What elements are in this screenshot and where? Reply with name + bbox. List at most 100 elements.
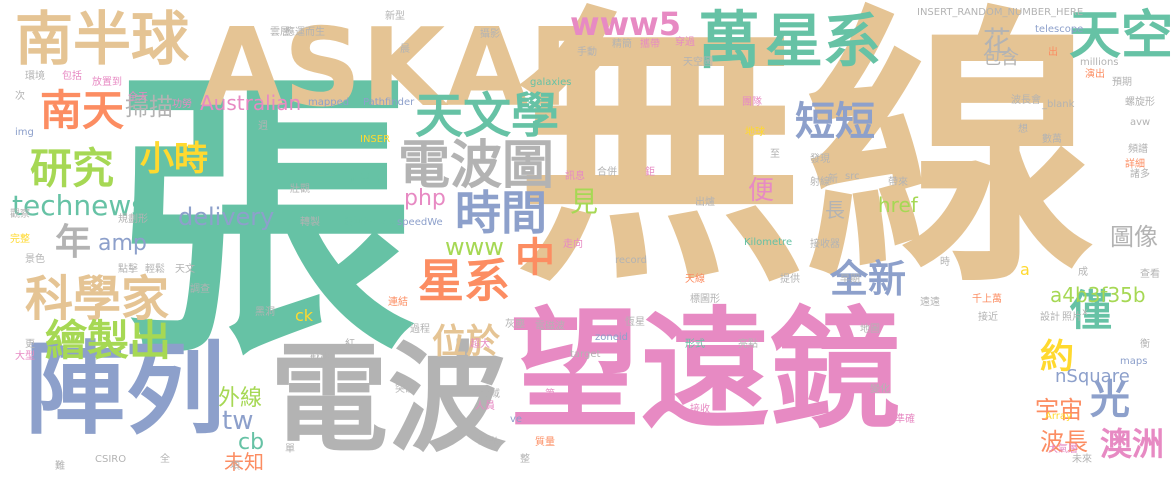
cloud-word: 位於 xyxy=(432,322,500,362)
cloud-word: 長 xyxy=(825,198,845,222)
cloud-word: 波長 xyxy=(1040,428,1088,456)
cloud-word: 亮點 xyxy=(738,339,758,350)
cloud-word: 帶來 xyxy=(888,177,908,188)
cloud-word: 出爐 xyxy=(695,197,715,208)
cloud-word: 標圖形 xyxy=(690,294,720,305)
cloud-word: 戳題 xyxy=(310,351,330,362)
cloud-word: 包含 xyxy=(983,48,1019,69)
cloud-word: target xyxy=(570,349,601,360)
cloud-word: 全天 xyxy=(128,92,148,103)
cloud-word: 項 xyxy=(230,461,240,472)
cloud-word: 小時 xyxy=(140,139,208,179)
cloud-word: 波長會 xyxy=(1011,95,1041,106)
cloud-word: 規劃形 xyxy=(118,214,148,225)
cloud-word: 第一 xyxy=(545,389,565,400)
cloud-word: 精簡 xyxy=(612,39,632,50)
cloud-word: 科學家 xyxy=(25,271,170,327)
cloud-word: 接收 xyxy=(690,404,710,415)
cloud-word: 攜帶 xyxy=(640,39,660,50)
cloud-word: record xyxy=(615,255,647,266)
cloud-word: 光 xyxy=(1090,377,1130,423)
cloud-word: 灰塵 xyxy=(505,319,525,330)
cloud-word: x xyxy=(1082,307,1088,318)
cloud-word: 放置到 xyxy=(92,77,122,88)
cloud-word: img xyxy=(15,127,34,138)
cloud-word: 紅 xyxy=(345,339,355,350)
cloud-word: 繪製出 xyxy=(45,316,172,365)
cloud-word: 數萬 xyxy=(1042,134,1062,145)
cloud-word: 研製出 xyxy=(350,174,380,185)
cloud-word: 完整 xyxy=(10,234,30,245)
cloud-word: 地圖 xyxy=(860,324,880,335)
cloud-word: 觀察 xyxy=(10,209,30,220)
cloud-word: CSIRO xyxy=(95,454,127,465)
cloud-word: www5 xyxy=(570,5,681,43)
cloud-word: 照片 xyxy=(1062,312,1082,323)
cloud-word: technews xyxy=(12,189,146,222)
cloud-word: 出 xyxy=(1048,47,1058,58)
cloud-word: 星系 xyxy=(418,254,510,308)
cloud-word: src xyxy=(845,171,860,182)
cloud-word: 陣列 xyxy=(25,331,225,448)
cloud-word: 南天 xyxy=(40,86,125,135)
cloud-word: 時間 xyxy=(455,186,547,240)
cloud-word: 中 xyxy=(515,235,555,281)
cloud-word: php xyxy=(404,186,446,211)
cloud-word: telescope xyxy=(1035,24,1084,35)
cloud-word: 包括 xyxy=(62,71,82,82)
cloud-word: 演出 xyxy=(1085,69,1105,80)
cloud-word: 壯觀 xyxy=(290,184,310,195)
cloud-word: 更 xyxy=(25,339,35,350)
cloud-word: 訊息 xyxy=(565,171,585,182)
cloud-word: 螺旋形 xyxy=(1125,97,1155,108)
cloud-word: 手動 xyxy=(577,47,597,58)
cloud-word: 穿過 xyxy=(675,37,695,48)
cloud-word: Australian xyxy=(200,91,302,115)
cloud-word: 僅 xyxy=(1070,286,1113,335)
cloud-word: 便 xyxy=(748,176,775,206)
cloud-word: 早期 xyxy=(840,274,860,285)
cloud-word: 諸多 xyxy=(1130,169,1150,180)
cloud-word: 功勞 xyxy=(172,99,192,110)
cloud-word: 天空圖 xyxy=(683,57,713,68)
cloud-word: 準確 xyxy=(895,414,915,425)
cloud-word: 恆星 xyxy=(625,317,645,328)
cloud-word: 萬 xyxy=(698,4,761,77)
cloud-word: 設計 xyxy=(1040,312,1060,323)
cloud-word: nSquare xyxy=(1055,366,1130,387)
cloud-word: avw xyxy=(1130,117,1151,128)
cloud-word: 全 xyxy=(160,454,170,465)
cloud-word: 衡 xyxy=(1140,339,1150,350)
cloud-word: cb xyxy=(238,430,265,455)
cloud-word: 天文學 xyxy=(415,88,560,144)
cloud-word: a xyxy=(1020,260,1030,279)
cloud-word: 應運而生 xyxy=(285,27,325,38)
cloud-word: 走向 xyxy=(563,239,583,250)
cloud-word: www xyxy=(445,233,504,261)
cloud-word: 想 xyxy=(1018,124,1028,135)
cloud-word: 年 xyxy=(55,222,92,263)
cloud-word: 環境 xyxy=(25,71,45,82)
cloud-word: 詳細 xyxy=(1125,159,1145,170)
cloud-word: _blank xyxy=(1042,99,1075,110)
cloud-word: 調查 xyxy=(190,284,210,295)
cloud-word: INSERT_RANDOM_NUMBER_HERE xyxy=(917,7,1084,18)
cloud-word: 過程 xyxy=(410,324,430,335)
cloud-word: 約 xyxy=(1040,337,1074,377)
cloud-word: 大型 xyxy=(15,351,35,362)
cloud-word: ck xyxy=(295,306,314,325)
cloud-word: 千上萬 xyxy=(972,294,1002,305)
cloud-word: 天空 xyxy=(1068,6,1173,66)
cloud-word: maps xyxy=(1120,356,1148,367)
cloud-word: 突破 xyxy=(395,384,415,395)
cloud-word: Pathfinder xyxy=(363,97,415,108)
cloud-word: 天線 xyxy=(685,274,705,285)
cloud-word: 提供 xyxy=(780,274,800,285)
cloud-word: 成 xyxy=(1078,267,1088,278)
cloud-word: 點擊 xyxy=(118,264,138,275)
cloud-word: 超大 xyxy=(470,339,490,350)
cloud-word: 新 xyxy=(828,174,838,185)
cloud-word: 形式 xyxy=(685,339,705,350)
cloud-word: INSER xyxy=(360,134,391,145)
